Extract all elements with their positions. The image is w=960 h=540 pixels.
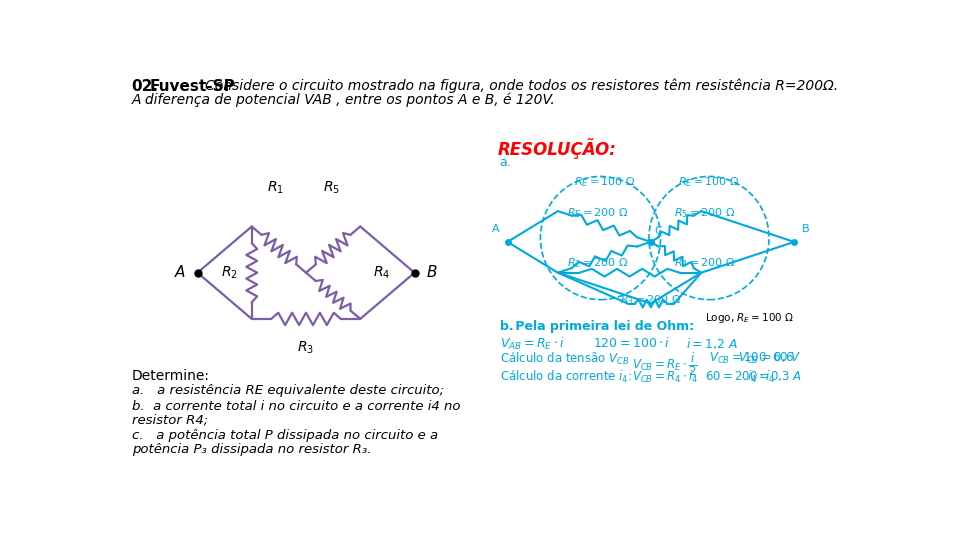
Text: $V_{CB} = 100 \cdot 0{,}6$: $V_{CB} = 100 \cdot 0{,}6$ — [709, 351, 794, 366]
Text: $R_2$: $R_2$ — [221, 265, 238, 281]
Text: $R_1$: $R_1$ — [267, 179, 283, 195]
Text: $V_{CB} = R_E \cdot \dfrac{i}{2}$: $V_{CB} = R_E \cdot \dfrac{i}{2}$ — [632, 351, 697, 378]
Text: $i = 1{,}2\ A$: $i = 1{,}2\ A$ — [685, 336, 738, 351]
Text: 02.: 02. — [132, 79, 158, 93]
Text: $R_E = 100\ \Omega$: $R_E = 100\ \Omega$ — [574, 175, 636, 189]
Text: B: B — [802, 224, 809, 234]
Text: a.: a. — [500, 156, 512, 168]
Text: $60 = 200 \cdot i_4$: $60 = 200 \cdot i_4$ — [706, 369, 776, 385]
Text: $V_{AB} = R_E \cdot i$: $V_{AB} = R_E \cdot i$ — [500, 336, 564, 352]
Text: $V_{CB} = R_4 \cdot i_4$: $V_{CB} = R_4 \cdot i_4$ — [632, 369, 698, 385]
Text: RESOLUÇÃO:: RESOLUÇÃO: — [497, 138, 616, 159]
Text: $R_4$: $R_4$ — [372, 265, 390, 281]
Text: $R_3 = 200\ \Omega$: $R_3 = 200\ \Omega$ — [620, 293, 682, 307]
Text: Pela primeira lei de Ohm:: Pela primeira lei de Ohm: — [512, 320, 694, 333]
Text: Cálculo da tensão $V_{CB}$: Cálculo da tensão $V_{CB}$ — [500, 351, 630, 367]
Text: $120 = 100 \cdot i$: $120 = 100 \cdot i$ — [592, 336, 670, 350]
Text: A diferença de potencial VAB , entre os pontos A e B, é 120V.: A diferença de potencial VAB , entre os … — [132, 92, 556, 107]
Text: Considere o circuito mostrado na figura, onde todos os resistores têm resistênci: Considere o circuito mostrado na figura,… — [205, 79, 838, 93]
Text: $R_E = 200\ \Omega$: $R_E = 200\ \Omega$ — [567, 206, 629, 220]
Text: Logo, $R_E = 100\ \Omega$: Logo, $R_E = 100\ \Omega$ — [706, 311, 794, 325]
Text: b.: b. — [500, 320, 514, 333]
Text: A: A — [492, 224, 500, 234]
Text: Cálculo da corrente $i_4$:: Cálculo da corrente $i_4$: — [500, 369, 632, 385]
Text: c.   a potência total P dissipada no circuito e a: c. a potência total P dissipada no circu… — [132, 429, 438, 442]
Text: $R_4 = 200\ \Omega$: $R_4 = 200\ \Omega$ — [674, 256, 736, 271]
Text: potência P₃ dissipada no resistor R₃.: potência P₃ dissipada no resistor R₃. — [132, 443, 372, 456]
Text: $R_3$: $R_3$ — [298, 340, 315, 356]
Text: Fuvest-SP: Fuvest-SP — [150, 79, 235, 93]
Text: C: C — [655, 226, 662, 236]
Text: Determine:: Determine: — [132, 369, 209, 383]
Text: $i_4 = 0{,}3\ A$: $i_4 = 0{,}3\ A$ — [747, 369, 802, 385]
Text: $R_E = 100\ \Omega$: $R_E = 100\ \Omega$ — [679, 175, 740, 189]
Text: resistor R4;: resistor R4; — [132, 414, 208, 427]
Text: $R_2 = 200\ \Omega$: $R_2 = 200\ \Omega$ — [567, 256, 629, 271]
Text: B: B — [426, 265, 437, 280]
Text: $R_5 = 200\ \Omega$: $R_5 = 200\ \Omega$ — [674, 206, 736, 220]
Text: b.  a corrente total i no circuito e a corrente i4 no: b. a corrente total i no circuito e a co… — [132, 400, 460, 413]
Text: $R_5$: $R_5$ — [324, 179, 340, 195]
Text: $V_{CB} = 60\ V$: $V_{CB} = 60\ V$ — [738, 351, 802, 366]
Text: a.   a resistência RE equivalente deste circuito;: a. a resistência RE equivalente deste ci… — [132, 384, 444, 397]
Text: A: A — [176, 265, 185, 280]
